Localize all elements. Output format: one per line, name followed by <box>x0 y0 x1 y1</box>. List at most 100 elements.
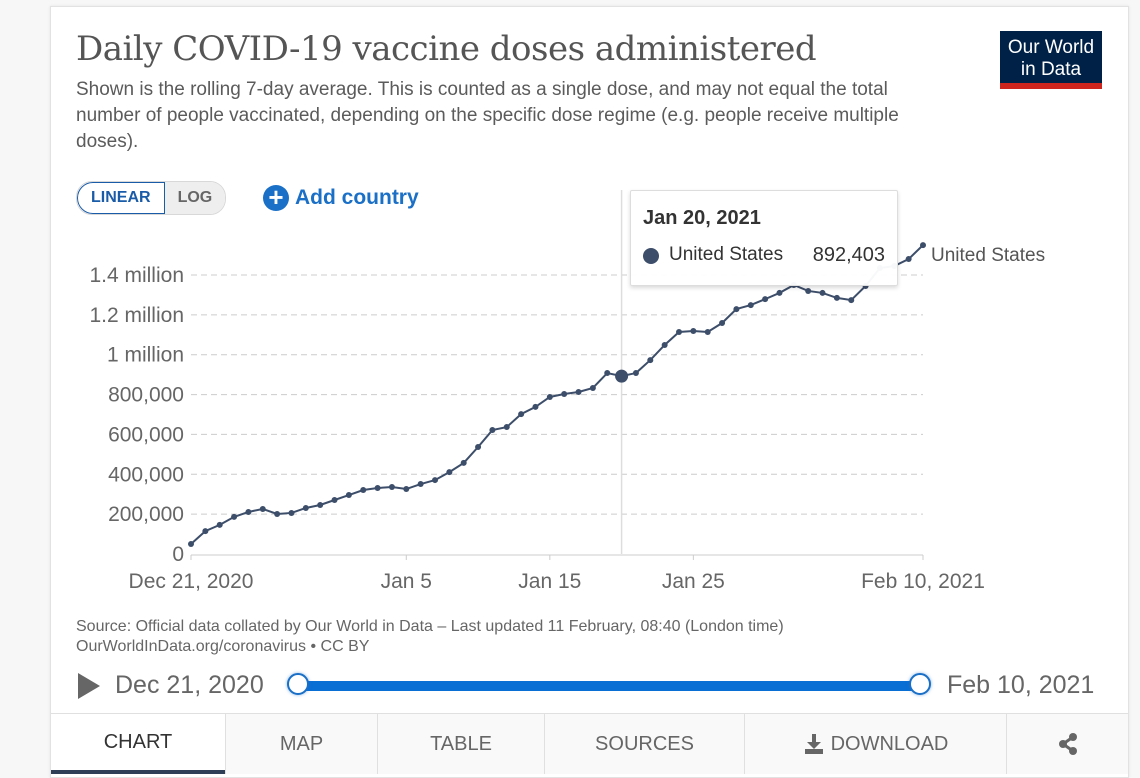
y-tick-label: 1 million <box>107 344 184 367</box>
y-tick-label: 1.2 million <box>89 304 184 327</box>
data-point[interactable] <box>188 541 194 548</box>
x-tick-label: Jan 15 <box>518 570 581 593</box>
logo-line-1: Our World <box>1007 37 1095 58</box>
data-point[interactable] <box>920 242 926 249</box>
data-point[interactable] <box>388 484 395 491</box>
data-point[interactable] <box>661 341 668 348</box>
tab-sources[interactable]: SOURCES <box>544 714 744 774</box>
logo-line-2: in Data <box>1020 59 1082 80</box>
tab-table-label: TABLE <box>430 732 492 755</box>
series-line[interactable] <box>190 244 924 545</box>
series-united-states <box>188 242 926 548</box>
y-tick-label: 1.4 million <box>89 264 184 287</box>
data-point[interactable] <box>432 477 438 484</box>
x-axis: Dec 21, 2020 Jan 5 Jan 15 Jan 25 Feb 10, 202… <box>129 554 985 593</box>
timeline-start-handle[interactable] <box>287 673 309 695</box>
data-point[interactable] <box>403 486 410 493</box>
data-point[interactable] <box>833 294 840 301</box>
chart-title: Daily COVID-19 vaccine doses administere… <box>76 29 817 69</box>
data-point[interactable] <box>575 388 582 395</box>
scale-linear-button[interactable]: LINEAR <box>77 182 165 214</box>
data-point[interactable] <box>604 370 611 377</box>
tab-map-label: MAP <box>279 732 324 755</box>
license-line[interactable]: OurWorldInData.org/coronavirus • CC BY <box>76 638 370 655</box>
data-point[interactable] <box>259 505 266 512</box>
data-point[interactable] <box>460 459 467 466</box>
data-point[interactable] <box>489 427 496 434</box>
timeline-range-track[interactable] <box>297 681 921 691</box>
data-point[interactable] <box>532 403 539 410</box>
data-point[interactable] <box>331 496 338 503</box>
data-point[interactable] <box>819 289 826 296</box>
timeline-end-label: Feb 10, 2021 <box>947 671 1095 699</box>
data-point[interactable] <box>647 357 654 364</box>
data-point[interactable] <box>905 256 912 263</box>
data-point[interactable] <box>733 306 740 313</box>
download-icon <box>804 734 823 754</box>
data-point[interactable] <box>503 424 510 431</box>
share-icon <box>1058 733 1077 755</box>
series-label[interactable]: United States <box>931 245 1045 266</box>
tab-share[interactable] <box>1006 714 1128 774</box>
add-country-button[interactable]: + Add country <box>263 184 419 211</box>
data-point[interactable] <box>302 504 309 511</box>
data-point[interactable] <box>446 469 453 476</box>
tooltip-series-dot-icon <box>643 248 659 264</box>
source-line: Source: Official data collated by Our Wo… <box>76 618 784 635</box>
data-point[interactable] <box>274 510 281 517</box>
data-point[interactable] <box>719 320 726 327</box>
data-point[interactable] <box>676 328 682 335</box>
tooltip-series-name: United States <box>669 244 784 265</box>
data-point[interactable] <box>848 297 855 304</box>
data-point[interactable] <box>704 328 711 335</box>
x-tick-label: Jan 25 <box>662 570 725 593</box>
timeline-start-label: Dec 21, 2020 <box>115 671 264 699</box>
line-chart: 0 200,000 400,000 600,000 800,000 1 million 1.… <box>89 190 1045 593</box>
y-axis-ticks: 0 200,000 400,000 600,000 800,000 1 million 1.… <box>89 264 184 566</box>
data-point[interactable] <box>805 287 812 294</box>
data-point[interactable] <box>202 528 209 535</box>
tooltip: Jan 20, 2021 United States 892,403 <box>630 190 898 286</box>
chart-subtitle: Shown is the rolling 7-day average. This… <box>76 79 899 152</box>
scale-log-button[interactable]: LOG <box>164 182 226 214</box>
data-point[interactable] <box>475 443 482 450</box>
tab-sources-label: SOURCES <box>595 732 694 755</box>
data-point[interactable] <box>417 481 424 488</box>
data-point[interactable] <box>518 411 525 418</box>
data-point[interactable] <box>561 390 568 397</box>
tab-table[interactable]: TABLE <box>377 714 544 774</box>
timeline-end-handle[interactable] <box>909 673 931 695</box>
data-point[interactable] <box>690 327 697 334</box>
tab-map[interactable]: MAP <box>225 714 377 774</box>
data-point[interactable] <box>245 508 252 515</box>
tab-chart[interactable]: CHART <box>51 714 225 774</box>
highlighted-data-point[interactable] <box>615 369 629 383</box>
data-point[interactable] <box>776 289 783 296</box>
x-tick-label: Jan 5 <box>381 570 432 593</box>
x-tick-label: Feb 10, 2021 <box>861 570 985 593</box>
data-point[interactable] <box>360 487 367 494</box>
data-point[interactable] <box>546 393 553 400</box>
data-point[interactable] <box>231 513 238 520</box>
data-point[interactable] <box>747 302 754 309</box>
tooltip-date: Jan 20, 2021 <box>643 207 761 229</box>
tab-download-label: DOWNLOAD <box>830 732 949 755</box>
plus-circle-icon: + <box>263 184 289 211</box>
add-country-label: Add country <box>295 186 419 209</box>
data-point[interactable] <box>216 521 223 528</box>
data-point[interactable] <box>345 492 352 499</box>
owid-logo[interactable]: Our World in Data <box>1000 31 1102 89</box>
data-point[interactable] <box>762 296 769 303</box>
tab-download[interactable]: DOWNLOAD <box>744 714 1006 774</box>
data-point[interactable] <box>288 509 295 516</box>
data-point[interactable] <box>374 485 381 492</box>
y-tick-label: 0 <box>172 543 184 566</box>
chart-card: Daily COVID-19 vaccine doses administere… <box>50 6 1129 778</box>
data-point[interactable] <box>317 501 324 508</box>
y-tick-label: 800,000 <box>108 384 184 407</box>
y-tick-label: 400,000 <box>108 463 184 486</box>
play-icon[interactable] <box>78 673 100 699</box>
data-point[interactable] <box>589 384 596 391</box>
data-point[interactable] <box>632 370 639 377</box>
tab-chart-label: CHART <box>103 730 173 753</box>
